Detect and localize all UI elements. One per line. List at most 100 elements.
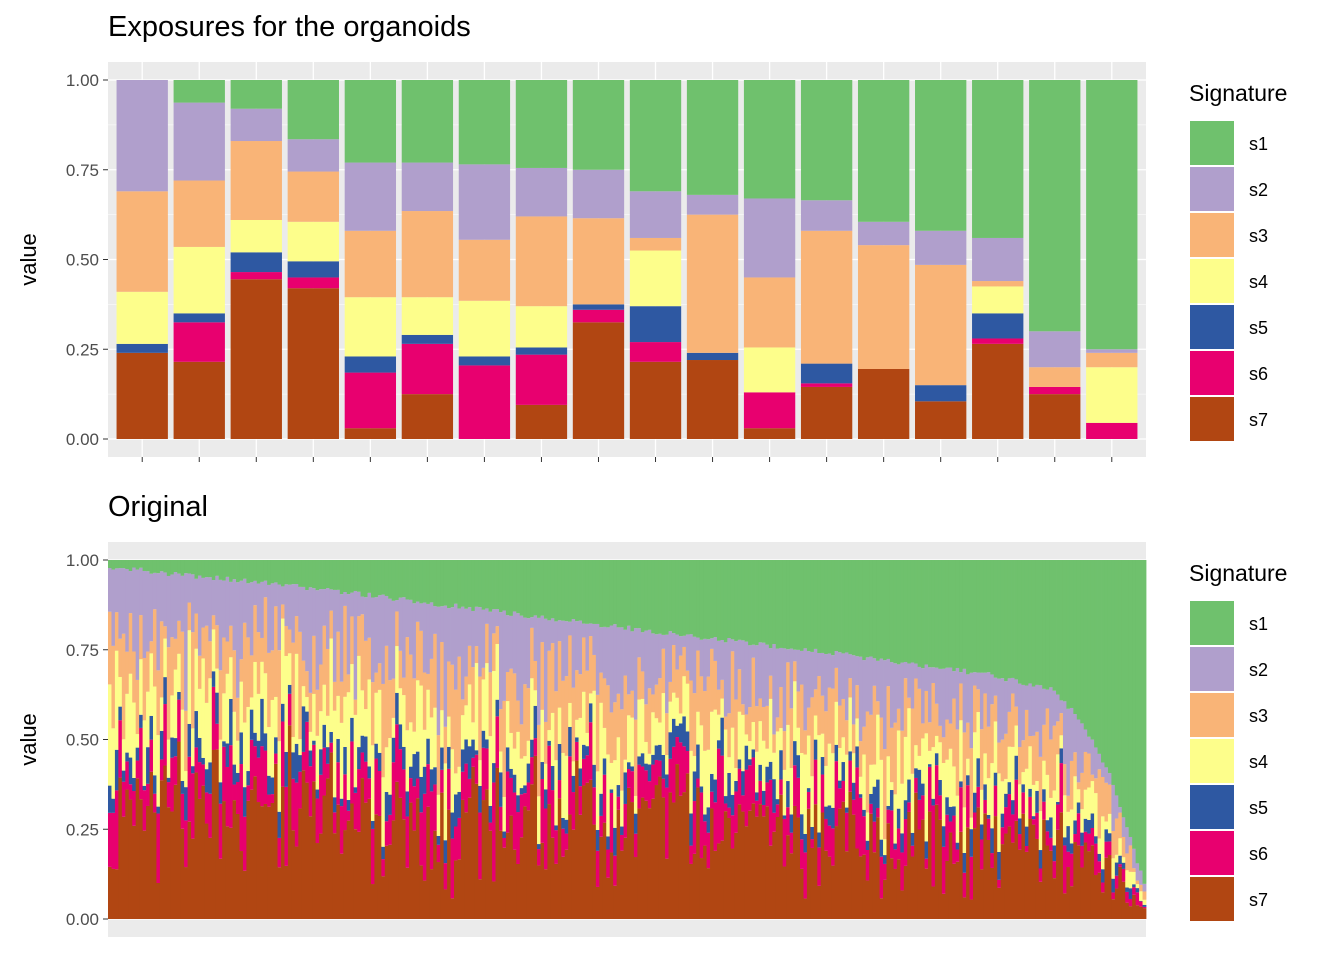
bar-sample13-s7 <box>149 771 154 919</box>
bar-sample241-s6 <box>938 795 943 820</box>
chart1-legend-title: Signature <box>1189 80 1287 106</box>
bar-sample229-s5 <box>896 808 901 829</box>
bar-sample164-s4 <box>671 692 676 719</box>
bar-sample59-s4 <box>308 731 313 751</box>
bar-sample235-s7 <box>917 829 922 919</box>
bar-sample3-s5 <box>230 252 282 273</box>
bar-sample177-s4 <box>716 714 721 741</box>
bar-sample213-s7 <box>841 801 846 919</box>
bar-sample180-s1 <box>727 560 732 639</box>
bar-sample77-s7 <box>370 884 375 919</box>
bar-sample1-s6 <box>108 812 112 867</box>
bar-sample225-s1 <box>883 560 887 661</box>
bar-sample239-s4 <box>931 747 936 799</box>
bar-sample152-s3 <box>630 690 635 718</box>
bar-sample58-s7 <box>305 782 310 919</box>
bar-sample280-s5 <box>1073 820 1078 835</box>
legend-label-s3: s3 <box>1249 706 1268 726</box>
bar-sample97-s7 <box>440 792 445 919</box>
bar-sample21-s3 <box>177 620 182 654</box>
bar-sample137-s7 <box>578 814 583 919</box>
bar-sample165-s2 <box>675 634 680 670</box>
bar-sample108-s7 <box>478 879 483 919</box>
bar-sample101-s3 <box>454 689 458 774</box>
bar-sample253-s6 <box>979 839 984 870</box>
bar-sample70-s5 <box>346 800 351 811</box>
bar-sample157-s4 <box>647 753 652 765</box>
bar-sample81-s4 <box>384 747 389 793</box>
bar-sample102-s1 <box>457 560 462 609</box>
bar-sample68-s5 <box>339 798 344 807</box>
bar-sample169-s1 <box>689 560 694 635</box>
bar-sample15-s3 <box>156 670 161 736</box>
bar-sample212-s6 <box>838 788 842 809</box>
bar-sample60-s4 <box>312 693 316 741</box>
bar-sample27-s6 <box>197 762 202 799</box>
bar-sample83-s4 <box>391 717 396 738</box>
bar-sample24-s1 <box>187 560 192 574</box>
bar-sample32-s4 <box>215 668 220 693</box>
bar-sample164-s6 <box>671 746 676 803</box>
bar-sample5-s7 <box>121 816 126 919</box>
bar-sample165-s5 <box>675 725 680 738</box>
bar-sample187-s7 <box>751 803 756 919</box>
bar-sample244-s6 <box>948 821 953 833</box>
bar-sample42-s2 <box>249 582 254 656</box>
bar-sample13-s3 <box>149 641 154 654</box>
bar-sample77-s3 <box>370 682 375 746</box>
bar-sample131-s7 <box>557 798 562 919</box>
bar-sample195-s4 <box>779 728 784 751</box>
bar-sample74-s4 <box>360 690 365 736</box>
bar-sample141-s7 <box>592 824 597 919</box>
bar-sample14-s2 <box>857 221 910 246</box>
bar-sample15-s1 <box>915 80 967 231</box>
bar-sample62-s3 <box>319 664 323 712</box>
bar-sample229-s7 <box>896 859 901 919</box>
bar-sample168-s3 <box>685 670 690 684</box>
bar-sample14-s1 <box>152 560 157 573</box>
bar-sample101-s7 <box>454 860 458 919</box>
bar-sample14-s7 <box>857 368 910 439</box>
bar-sample97-s5 <box>440 747 445 770</box>
bar-sample144-s1 <box>602 560 607 627</box>
bar-sample263-s3 <box>1014 706 1019 726</box>
bar-sample172-s6 <box>699 792 704 859</box>
bar-sample17-s6 <box>163 704 168 766</box>
bar-sample138-s7 <box>582 785 586 919</box>
bar-sample121-s1 <box>523 560 528 618</box>
bar-sample135-s2 <box>571 619 576 688</box>
bar-sample215-s2 <box>848 654 853 679</box>
bar-sample10-s3 <box>629 237 682 251</box>
bar-sample111-s7 <box>488 830 493 919</box>
bar-sample62-s2 <box>319 589 323 665</box>
bar-sample245-s1 <box>952 560 957 672</box>
bar-sample139-s2 <box>585 623 590 671</box>
bar-sample273-s7 <box>1049 850 1053 919</box>
bar-sample158-s7 <box>651 798 656 919</box>
bar-sample276-s1 <box>1059 560 1064 701</box>
bar-sample165-s7 <box>675 764 680 919</box>
bar-sample159-s6 <box>654 759 659 786</box>
bar-sample184-s6 <box>741 795 746 812</box>
bar-sample42-s1 <box>249 560 254 583</box>
bar-sample138-s1 <box>582 560 586 624</box>
bar-sample269-s4 <box>1035 781 1040 791</box>
bar-sample143-s7 <box>599 836 604 919</box>
bar-sample165-s3 <box>675 669 680 698</box>
bar-sample18-s6 <box>1086 422 1138 439</box>
bar-sample203-s7 <box>806 808 811 919</box>
bar-sample232-s1 <box>907 560 912 664</box>
bar-sample68-s2 <box>339 594 344 682</box>
bar-sample38-s2 <box>236 582 240 698</box>
bar-sample226-s5 <box>886 805 891 810</box>
bar-sample131-s2 <box>557 620 562 642</box>
bar-sample218-s7 <box>858 856 863 919</box>
bar-sample7-s5 <box>128 757 133 785</box>
bar-sample118-s5 <box>512 774 517 793</box>
bar-sample7-s7 <box>128 799 133 919</box>
bar-sample89-s6 <box>412 786 417 831</box>
bar-sample44-s7 <box>256 802 261 919</box>
bar-sample193-s6 <box>772 812 777 832</box>
bar-sample61-s6 <box>315 798 320 844</box>
bar-sample128-s3 <box>547 650 552 731</box>
